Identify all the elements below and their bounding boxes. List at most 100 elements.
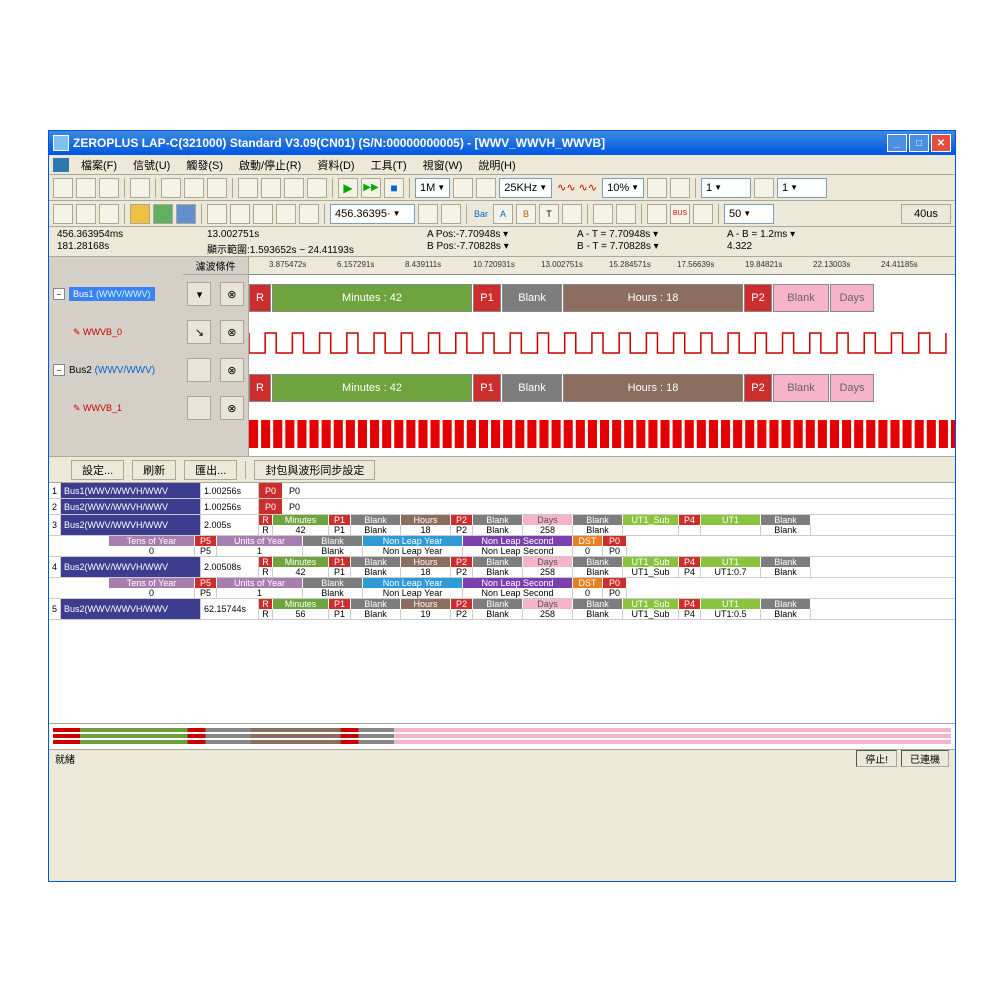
maximize-button[interactable]: □ <box>909 134 929 152</box>
minimap[interactable] <box>49 723 955 749</box>
tb-icon[interactable] <box>130 204 150 224</box>
signal-wwvb1[interactable]: ✎ WWVB_1 <box>73 403 122 414</box>
tb-icon[interactable] <box>307 178 327 198</box>
menu-trigger[interactable]: 觸發(S) <box>180 155 229 175</box>
tb-icon[interactable] <box>616 204 636 224</box>
open-icon[interactable] <box>76 178 96 198</box>
tb-icon[interactable] <box>647 178 667 198</box>
tb-icon[interactable] <box>441 204 461 224</box>
tb-icon[interactable] <box>299 204 319 224</box>
ctrl-cell[interactable]: ⊗ <box>220 358 244 382</box>
bar-a-icon[interactable]: A <box>493 204 513 224</box>
expand-icon[interactable]: − <box>53 288 65 300</box>
proto-toolbar: 設定... 刷新 匯出... 封包與波形同步設定 <box>49 457 955 483</box>
signal-wwvb0[interactable]: ✎ WWVB_0 <box>73 327 122 338</box>
ctrl-cell[interactable] <box>187 358 211 382</box>
bus-icon[interactable]: BUS <box>670 204 690 224</box>
tb-icon[interactable] <box>261 178 281 198</box>
tb-icon[interactable] <box>238 178 258 198</box>
bus2-label[interactable]: Bus2 (WWV/WWV) <box>69 365 155 376</box>
minimize-button[interactable]: _ <box>887 134 907 152</box>
separator <box>124 204 125 224</box>
memdepth-combo[interactable]: 1M▼ <box>415 178 450 198</box>
tb-icon[interactable] <box>453 178 473 198</box>
protocol-area: 設定... 刷新 匯出... 封包與波形同步設定 1Bus1(WWV/WWVH/… <box>49 457 955 723</box>
menu-help[interactable]: 說明(H) <box>472 155 521 175</box>
segment: P2 <box>744 374 772 402</box>
ctrl-cell[interactable]: ⊗ <box>220 282 244 306</box>
status-c1b: 181.28168s <box>57 241 207 252</box>
segment: Hours : 18 <box>563 374 743 402</box>
segment: Minutes : 42 <box>272 374 472 402</box>
ctrl-cell[interactable]: ▾ <box>187 282 211 306</box>
time-ruler: 3.875472s6.157291s8.439111s10.720931s13.… <box>249 257 955 275</box>
page2-combo[interactable]: 1▼ <box>777 178 827 198</box>
menu-signal[interactable]: 信號(U) <box>127 155 176 175</box>
menu-file[interactable]: 檔案(F) <box>75 155 123 175</box>
save-icon[interactable] <box>99 178 119 198</box>
tb-icon[interactable] <box>670 178 690 198</box>
filter-header: 濾波條件 <box>183 257 248 275</box>
waveform-main[interactable]: 3.875472s6.157291s8.439111s10.720931s13.… <box>249 257 955 456</box>
menu-data[interactable]: 資料(D) <box>311 155 360 175</box>
tb-icon[interactable] <box>284 178 304 198</box>
tb-icon[interactable] <box>230 204 250 224</box>
menu-run[interactable]: 啟動/停止(R) <box>233 155 307 175</box>
count-combo[interactable]: 50▼ <box>724 204 774 224</box>
bar-b-icon[interactable]: B <box>516 204 536 224</box>
tb-icon[interactable] <box>207 204 227 224</box>
status-c2b: 顯示範圍:1.593652s ~ 24.41193s <box>207 241 427 256</box>
new-icon[interactable] <box>53 178 73 198</box>
separator <box>155 178 156 198</box>
settings-button[interactable]: 設定... <box>71 460 124 480</box>
protocol-list[interactable]: 1Bus1(WWV/WWVH/WWV1.00256sP0P02Bus2(WWV/… <box>49 483 955 723</box>
separator <box>466 204 467 224</box>
print-icon[interactable] <box>130 178 150 198</box>
tb-icon[interactable] <box>476 178 496 198</box>
stop-icon[interactable]: ■ <box>384 178 404 198</box>
window-title: ZEROPLUS LAP-C(321000) Standard V3.09(CN… <box>73 136 887 150</box>
bus1-decoded: RMinutes : 42P1BlankHours : 18P2BlankDay… <box>249 275 955 320</box>
wwvb0-signal <box>249 320 955 365</box>
tb-icon[interactable] <box>562 204 582 224</box>
page1-combo[interactable]: 1▼ <box>701 178 751 198</box>
ctrl-cell[interactable]: ↘ <box>187 320 211 344</box>
menu-tool[interactable]: 工具(T) <box>365 155 413 175</box>
tb-icon[interactable] <box>76 204 96 224</box>
tb-icon[interactable] <box>418 204 438 224</box>
refresh-button[interactable]: 刷新 <box>132 460 176 480</box>
tb-icon[interactable] <box>647 204 667 224</box>
status-stop: 停止! <box>856 750 897 767</box>
rate-combo[interactable]: 25KHz▼ <box>499 178 552 198</box>
tb-icon[interactable] <box>153 204 173 224</box>
expand-icon[interactable]: − <box>53 364 65 376</box>
ctrl-cell[interactable]: ⊗ <box>220 396 244 420</box>
status-c3a: A Pos:-7.70948s ▾ <box>427 229 577 240</box>
time-button[interactable]: 40us <box>901 204 951 224</box>
close-button[interactable]: ✕ <box>931 134 951 152</box>
segment: Minutes : 42 <box>272 284 472 312</box>
zoom-combo[interactable]: 10%▼ <box>602 178 644 198</box>
export-button[interactable]: 匯出... <box>184 460 237 480</box>
ctrl-cell[interactable]: ⊗ <box>220 320 244 344</box>
tb-icon[interactable] <box>693 204 713 224</box>
tb-icon[interactable] <box>253 204 273 224</box>
pos-combo[interactable]: 456.36395·▼ <box>330 204 415 224</box>
tb-icon[interactable] <box>207 178 227 198</box>
tb-icon[interactable] <box>184 178 204 198</box>
bus1-label[interactable]: Bus1 (WWV/WWV) <box>69 287 155 301</box>
bar-t-icon[interactable]: T <box>539 204 559 224</box>
tb-icon[interactable] <box>99 204 119 224</box>
play-icon[interactable]: ▶ <box>338 178 358 198</box>
tb-icon[interactable] <box>161 178 181 198</box>
sync-button[interactable]: 封包與波形同步設定 <box>254 460 375 480</box>
tb-icon[interactable] <box>754 178 774 198</box>
ctrl-cell[interactable] <box>187 396 211 420</box>
tb-icon[interactable] <box>276 204 296 224</box>
menu-window[interactable]: 視窗(W) <box>417 155 469 175</box>
bar-label: Bar <box>472 209 490 219</box>
ff-icon[interactable]: ▶▶ <box>361 178 381 198</box>
tb-icon[interactable] <box>176 204 196 224</box>
tb-icon[interactable] <box>53 204 73 224</box>
find-icon[interactable] <box>593 204 613 224</box>
